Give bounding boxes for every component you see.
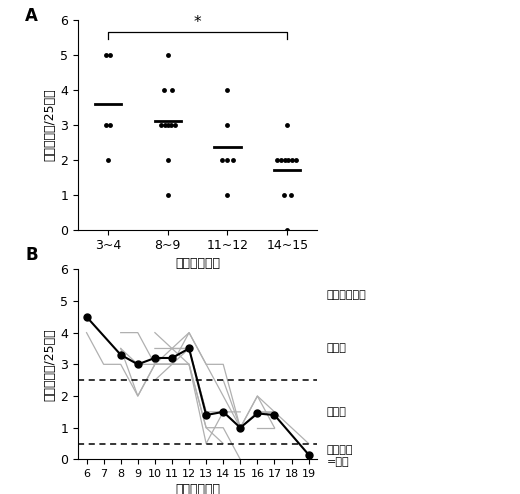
Text: 性周期の分類: 性周期の分類 — [327, 289, 367, 299]
Text: B: B — [25, 247, 38, 264]
Text: *: * — [194, 15, 201, 30]
X-axis label: マウスの月齢: マウスの月齢 — [175, 483, 220, 494]
Y-axis label: 性周期の数/25日間: 性周期の数/25日間 — [43, 328, 56, 401]
Text: 不規則: 不規則 — [327, 407, 347, 417]
Text: 非周期的
=閉経: 非周期的 =閉経 — [327, 446, 353, 467]
Y-axis label: 性周期の数/25日間: 性周期の数/25日間 — [43, 88, 56, 161]
Text: A: A — [25, 7, 38, 25]
Text: 周期的: 周期的 — [327, 343, 347, 354]
X-axis label: マウスの月齢: マウスの月齢 — [175, 256, 220, 270]
